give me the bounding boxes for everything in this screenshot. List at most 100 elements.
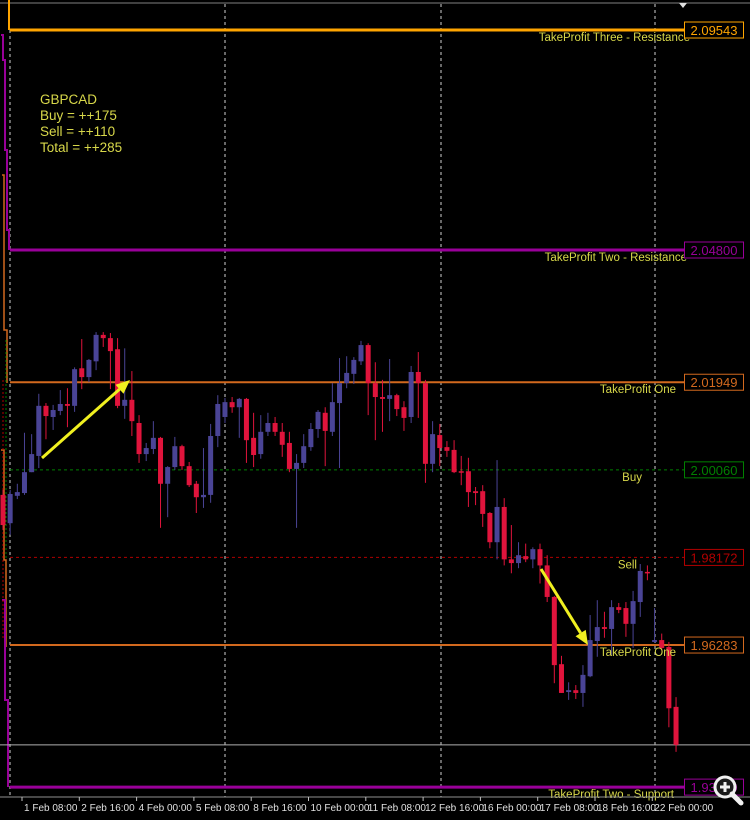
candle-body [222,402,228,417]
candle[interactable] [265,412,271,436]
candle[interactable] [222,397,228,424]
candle[interactable] [501,498,507,566]
candle[interactable] [666,641,672,728]
candle[interactable] [630,590,636,648]
candle[interactable] [523,543,529,563]
candle[interactable] [301,434,307,468]
candle[interactable] [286,431,292,473]
tp1-resistance-price-label: 2.01949 [684,373,744,391]
candle[interactable] [107,333,113,390]
candle[interactable] [258,415,264,459]
candle[interactable] [623,602,629,637]
candle[interactable] [594,600,600,657]
candle[interactable] [601,611,607,638]
candle[interactable] [143,442,149,462]
candle[interactable] [315,410,321,438]
candle[interactable] [14,483,20,500]
candle[interactable] [644,565,650,581]
candle[interactable] [236,397,242,438]
candle[interactable] [451,440,457,474]
candle[interactable] [215,395,221,448]
candle[interactable] [136,415,142,463]
candle[interactable] [616,602,622,614]
candle[interactable] [308,423,314,451]
candle[interactable] [480,485,486,527]
candle[interactable] [294,454,300,528]
candle[interactable] [365,343,371,416]
candle[interactable] [573,685,579,699]
candle[interactable] [566,682,572,700]
candle[interactable] [537,543,543,584]
candle[interactable] [458,455,464,486]
candle[interactable] [465,457,471,507]
candle[interactable] [208,423,214,503]
candle[interactable] [379,379,385,432]
candle[interactable] [408,365,414,424]
candle[interactable] [186,461,192,488]
candle[interactable] [79,339,85,390]
candle[interactable] [530,547,536,569]
candle[interactable] [57,390,63,416]
candle[interactable] [659,633,665,651]
candle[interactable] [251,412,257,468]
candle[interactable] [652,608,658,643]
candle[interactable] [473,487,479,506]
candle[interactable] [129,371,135,436]
candle[interactable] [64,388,70,428]
candle[interactable] [172,436,178,470]
candle[interactable] [7,489,13,535]
candle[interactable] [351,357,357,385]
candle[interactable] [200,448,206,508]
candle[interactable] [50,404,56,430]
candle[interactable] [100,332,106,347]
candle[interactable] [387,358,393,422]
candle[interactable] [358,340,364,366]
candle[interactable] [401,401,407,431]
candle[interactable] [437,423,443,467]
candle[interactable] [558,655,564,693]
candle[interactable] [344,356,350,389]
candle[interactable] [193,480,199,513]
candle[interactable] [430,421,436,473]
candle[interactable] [29,434,35,473]
candle[interactable] [0,489,6,531]
candle[interactable] [580,665,586,707]
candle[interactable] [673,697,679,752]
magnifier-plus-icon[interactable] [710,772,744,806]
candle[interactable] [394,393,400,417]
candle[interactable] [337,358,343,468]
candle[interactable] [229,397,235,413]
candle[interactable] [415,352,421,418]
candle[interactable] [551,596,557,684]
candle[interactable] [516,542,522,569]
candle[interactable] [43,403,49,440]
candle-body [437,435,443,449]
candle[interactable] [72,367,78,412]
candle[interactable] [487,512,493,549]
candle[interactable] [158,436,164,528]
candle[interactable] [243,397,249,463]
candle[interactable] [272,416,278,436]
candle[interactable] [508,525,514,574]
candle[interactable] [279,423,285,457]
time-tick-label: 1 Feb 08:00 [24,803,78,814]
candle[interactable] [21,432,27,495]
candle[interactable] [115,338,121,409]
candle[interactable] [150,421,156,455]
candle[interactable] [36,393,42,468]
candle[interactable] [609,600,615,655]
candle[interactable] [587,615,593,678]
candle[interactable] [422,379,428,483]
candle[interactable] [322,407,328,467]
candle[interactable] [329,383,335,436]
candle[interactable] [86,358,92,383]
candle[interactable] [372,362,378,441]
candle[interactable] [93,332,99,371]
candle[interactable] [494,460,500,560]
candle[interactable] [179,444,185,470]
candle[interactable] [165,466,171,518]
candle[interactable] [444,441,450,457]
candle[interactable] [637,564,643,617]
chart-shift-marker[interactable] [679,3,687,8]
